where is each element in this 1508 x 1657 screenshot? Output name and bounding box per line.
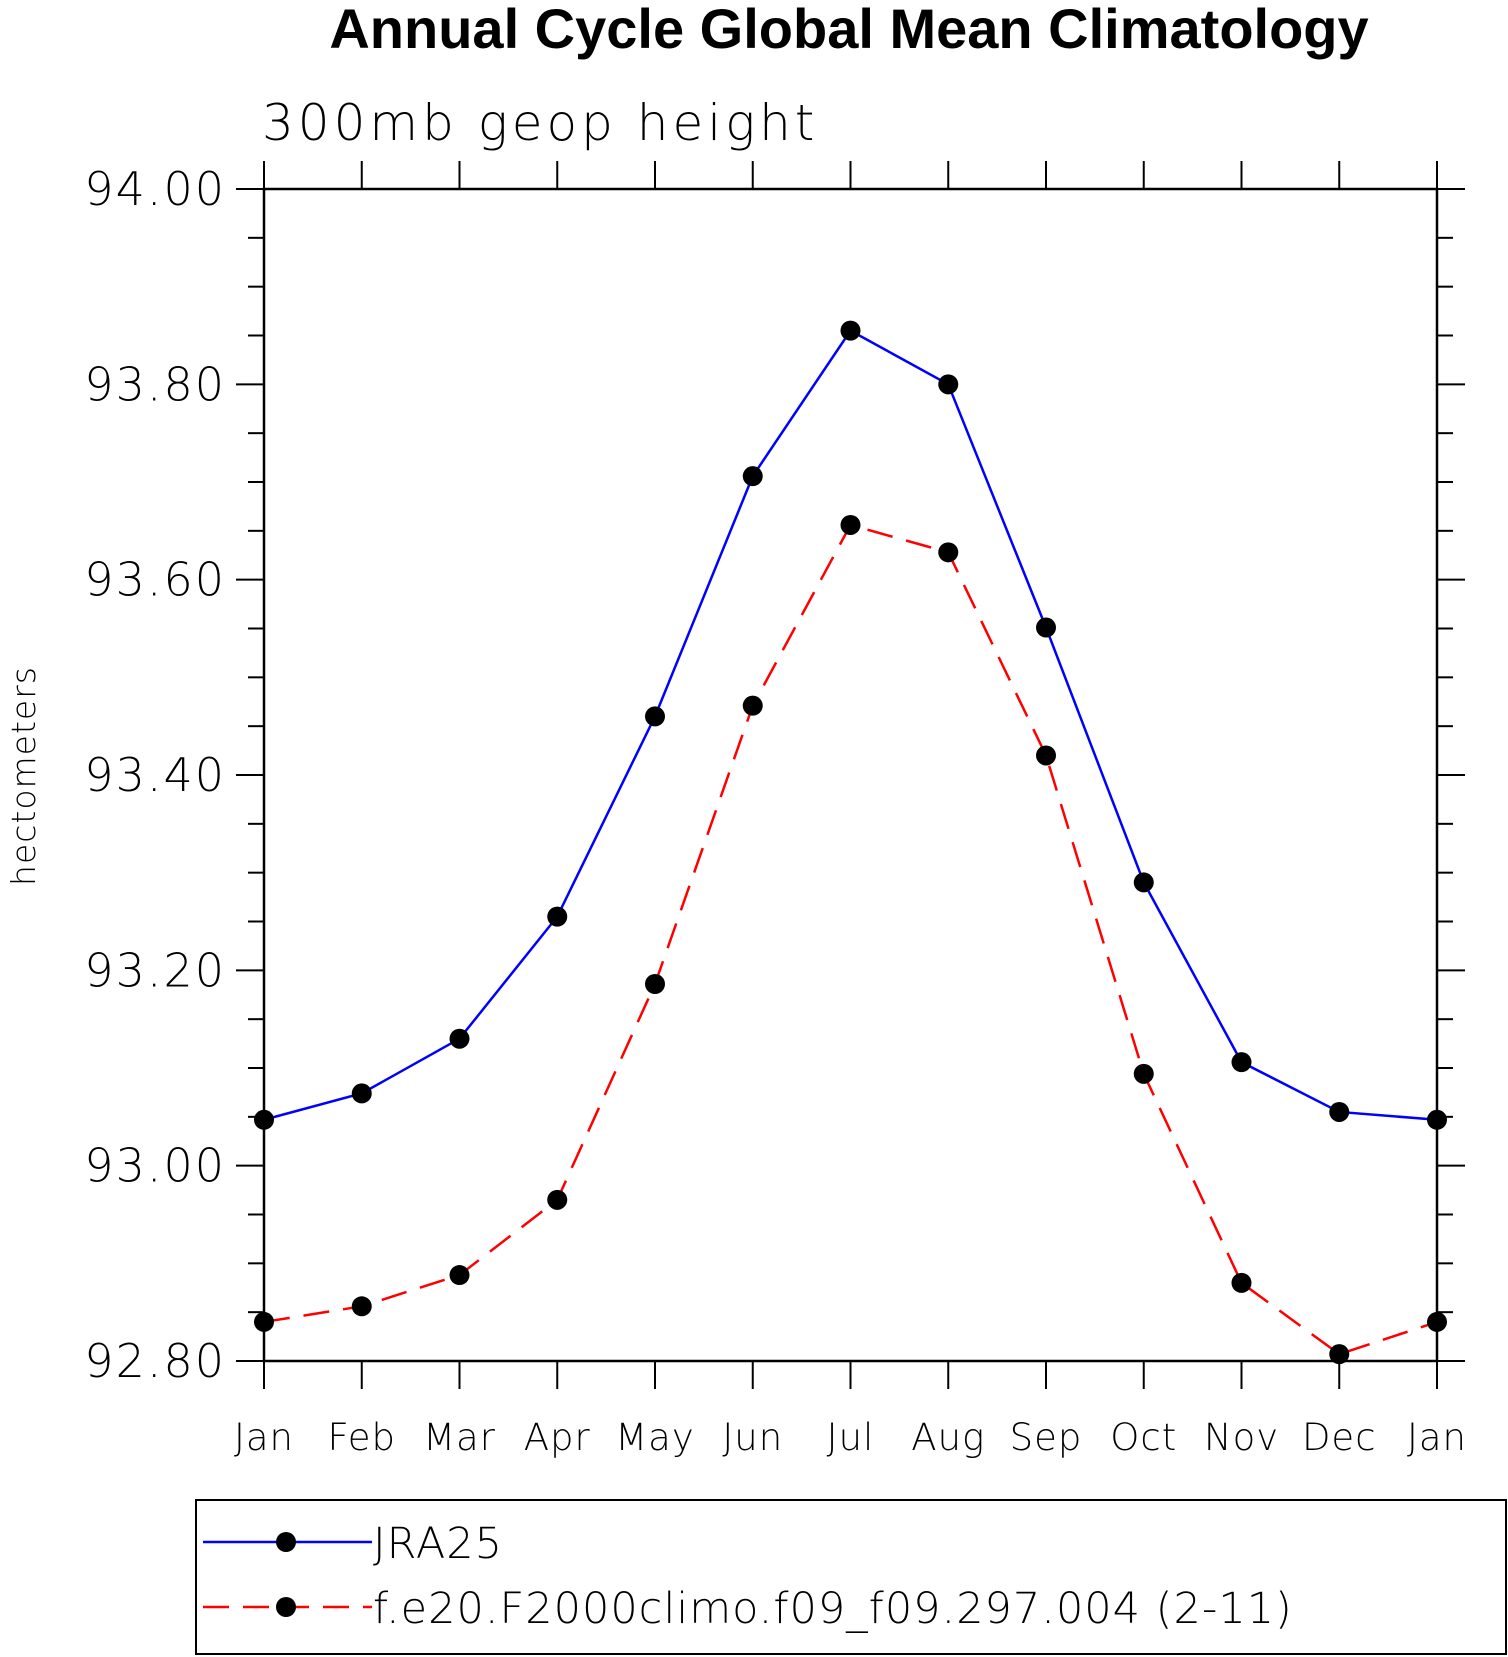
data-point: [645, 974, 665, 995]
data-point: [547, 906, 568, 927]
data-point: [1133, 872, 1154, 893]
x-tick-label: Mar: [423, 1416, 496, 1459]
y-tick-label: 93.60: [84, 553, 226, 607]
data-point: [840, 514, 861, 535]
legend-marker: [276, 1597, 296, 1617]
data-point: [742, 695, 763, 716]
legend-entries: JRA25 f.e20.F2000climo.f09_f09.297.004 (2…: [203, 1519, 1293, 1634]
data-point: [449, 1265, 470, 1286]
y-tick-labels: 92.80 93.00 93.20 93.40 93.60 93.80 94.00: [84, 162, 226, 1388]
legend-label: f.e20.F2000climo.f09_f09.297.004 (2-11): [373, 1584, 1293, 1634]
x-tick-label: Oct: [1110, 1416, 1177, 1459]
x-tick-labels: Jan Feb Mar Apr May Jun Jul Aug Sep Oct Nov Dec Jan: [234, 1416, 1467, 1459]
y-tick-label: 94.00: [84, 162, 226, 216]
series-2: [254, 514, 1447, 1365]
chart-subtitle: 300mb geop height: [262, 94, 818, 152]
y-tick-label: 92.80: [84, 1334, 226, 1388]
x-tick-label: Apr: [524, 1416, 591, 1459]
y-tick-label: 93.20: [84, 943, 226, 997]
data-point: [938, 542, 959, 563]
data-point: [1231, 1052, 1252, 1073]
data-point: [840, 320, 861, 341]
legend: JRA25 f.e20.F2000climo.f09_f09.297.004 (2…: [195, 1499, 1507, 1655]
axis-ticks: [236, 161, 1465, 1389]
x-tick-label: Aug: [911, 1416, 985, 1459]
x-tick-label: Jan: [234, 1416, 294, 1459]
y-tick-label: 93.00: [84, 1139, 226, 1193]
x-tick-label: May: [615, 1416, 695, 1459]
chart-title: Annual Cycle Global Mean Climatology: [329, 0, 1368, 60]
legend-entry-2: f.e20.F2000climo.f09_f09.297.004 (2-11): [203, 1584, 1293, 1634]
data-point: [742, 466, 763, 487]
series-line: [263, 523, 1438, 1356]
legend-box: [195, 1499, 1507, 1655]
data-point: [1329, 1101, 1350, 1122]
x-tick-label: Jan: [1407, 1416, 1467, 1459]
legend-entry-1: JRA25: [203, 1519, 503, 1569]
data-point: [1329, 1344, 1350, 1365]
x-tick-label: Feb: [327, 1416, 396, 1459]
x-tick-label: Dec: [1302, 1416, 1377, 1459]
data-point: [1231, 1272, 1252, 1293]
series-line: [263, 328, 1438, 1122]
plot-series: [254, 320, 1447, 1365]
x-tick-label: Jul: [827, 1416, 875, 1459]
y-tick-label: 93.40: [84, 748, 226, 802]
data-point: [1036, 617, 1056, 638]
y-tick-label: 93.80: [84, 357, 226, 411]
data-point: [1036, 745, 1056, 766]
data-point: [449, 1028, 470, 1049]
legend-marker: [276, 1532, 296, 1552]
data-point: [351, 1296, 372, 1317]
data-point: [547, 1189, 568, 1210]
series-1: [254, 320, 1447, 1130]
x-tick-label: Sep: [1010, 1416, 1083, 1459]
data-point: [1133, 1063, 1154, 1084]
data-point: [645, 706, 665, 727]
y-axis-label: hectometers: [4, 666, 43, 886]
plot-frame: [262, 187, 1439, 1363]
x-tick-label: Nov: [1204, 1416, 1279, 1459]
legend-label: JRA25: [373, 1519, 503, 1569]
data-point: [351, 1083, 372, 1104]
data-point: [938, 374, 959, 395]
x-tick-label: Jun: [722, 1416, 783, 1459]
